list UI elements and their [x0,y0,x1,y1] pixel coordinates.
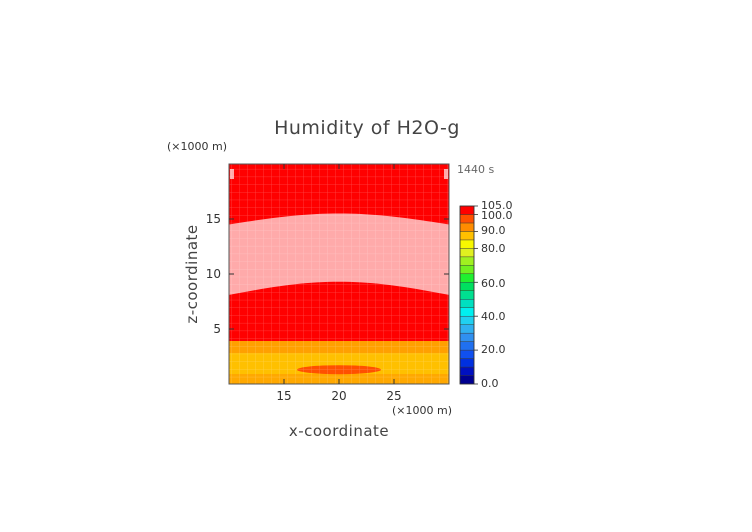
colorbar-segment [459,282,475,291]
colorbar-segment [459,273,475,283]
colorbar-segment [459,248,475,258]
colorbar-label: 40.0 [481,310,506,323]
colorbar-label: 100.0 [481,209,513,222]
grid-overlay [229,164,449,384]
x-tick-label: 15 [276,389,291,403]
colorbar-segment [459,349,475,359]
colorbar-segment [459,332,475,342]
colorbar-label: 105.0 [481,199,513,212]
x-tick-label: 25 [386,389,401,403]
y-axis-label: z-coordinate [183,224,201,323]
y-tick-label: 15 [206,212,221,226]
colorbar-frame [459,205,475,385]
colorbar-segment [459,307,475,317]
colorbar-segment [459,231,475,241]
colorbar-segment [459,239,475,249]
colorbar-segment [459,358,475,368]
x-unit-label: (×1000 m) [392,404,452,417]
plot-area [229,164,449,384]
colorbar-segment [459,222,475,232]
colorbar-segment [459,375,475,385]
chart-title: Humidity of H2O-g [274,117,460,139]
colorbar-label: 80.0 [481,242,506,255]
colorbar-segment [459,214,475,224]
colorbar-label: 20.0 [481,343,506,356]
colorbar-segment [459,265,475,275]
colorbar-segment [459,256,475,266]
x-axis-label: x-coordinate [289,422,389,440]
colorbar-segment [459,315,475,325]
colorbar-segment [459,290,475,300]
y-tick-label: 5 [213,322,221,336]
colorbar-label: 60.0 [481,277,506,290]
y-unit-label: (×1000 m) [167,140,227,153]
x-tick-label: 20 [331,389,346,403]
x-axis: 15 20 25 [276,164,402,403]
time-label: 1440 s [457,163,494,176]
colorbar-segment [459,205,475,215]
colorbar-segment [459,299,475,308]
colorbar-segment [459,341,475,351]
colorbar-segment [459,366,475,376]
colorbar-label: 0.0 [481,377,499,390]
colorbar-segment [459,324,475,334]
y-tick-label: 10 [206,267,221,281]
colorbar-label: 90.0 [481,224,506,237]
y-axis: 5 10 15 [206,212,449,336]
